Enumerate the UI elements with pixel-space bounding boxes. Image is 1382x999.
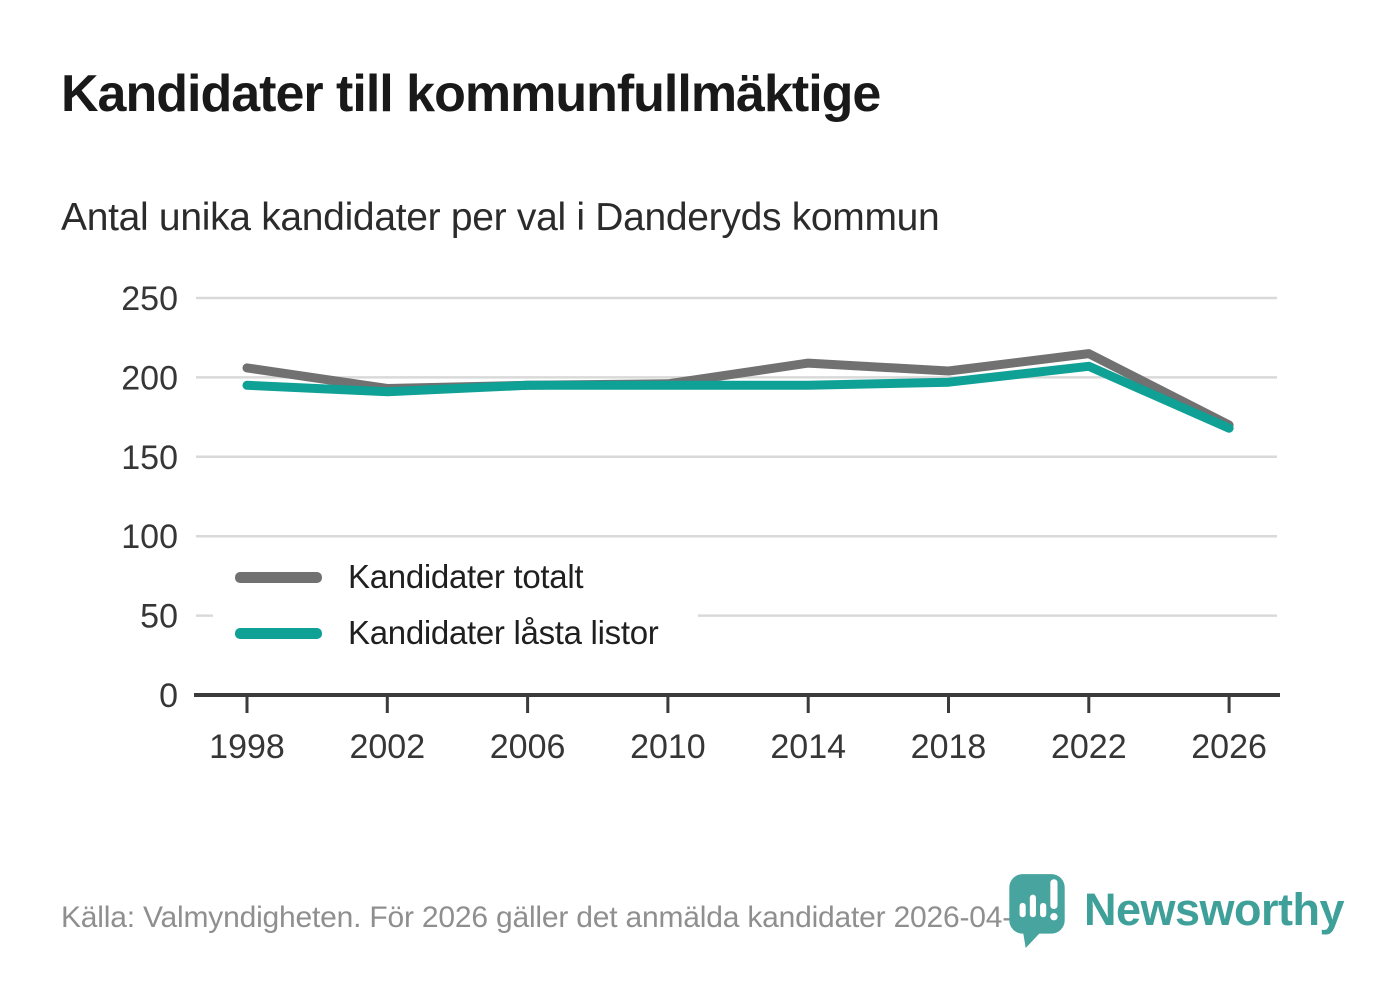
y-tick-label-0: 0 (159, 677, 178, 715)
source-note: Källa: Valmyndigheten. För 2026 gäller d… (61, 901, 1054, 934)
newsworthy-brand: Newsworthy (1006, 868, 1345, 948)
legend-label-locked: Kandidater låsta listor (348, 614, 659, 651)
y-tick-label-250: 250 (121, 280, 178, 318)
speech-bubble-bar-chart-icon (1009, 874, 1065, 948)
y-tick-label-150: 150 (121, 439, 178, 477)
x-tick-label-1998: 1998 (209, 728, 285, 766)
legend-item-total: Kandidater totalt (235, 556, 658, 598)
total-line-swatch (235, 571, 322, 583)
x-tick-label-2010: 2010 (630, 728, 706, 766)
chart-legend: Kandidater totalt Kandidater låsta listo… (213, 546, 699, 668)
locked-line-swatch (235, 627, 322, 639)
y-tick-label-50: 50 (140, 598, 178, 636)
legend-item-locked: Kandidater låsta listor (235, 612, 659, 654)
y-tick-label-100: 100 (121, 518, 178, 556)
x-tick-label-2002: 2002 (349, 728, 425, 766)
series-line-locked (242, 361, 1234, 433)
brand-name: Newsworthy (1084, 884, 1345, 935)
x-tick-label-2022: 2022 (1051, 728, 1127, 766)
chart-subtitle: Antal unika kandidater per val i Dandery… (61, 196, 940, 239)
x-tick-label-2014: 2014 (770, 728, 846, 766)
y-tick-label-200: 200 (121, 359, 178, 397)
legend-label-total: Kandidater totalt (348, 558, 584, 595)
x-tick-label-2018: 2018 (911, 728, 987, 766)
x-tick-label-2006: 2006 (490, 728, 566, 766)
x-tick-label-2026: 2026 (1191, 728, 1267, 766)
chart-title: Kandidater till kommunfullmäktige (61, 65, 881, 123)
